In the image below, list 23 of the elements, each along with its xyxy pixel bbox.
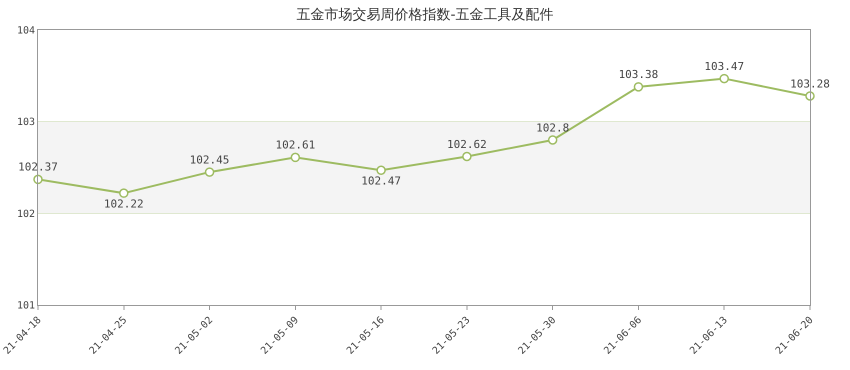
point <box>204 167 214 177</box>
chart-title: 五金市场交易周价格指数-五金工具及配件 <box>296 7 554 24</box>
y-tick-label: 104 <box>16 26 35 36</box>
data-label: 102.22 <box>104 197 144 210</box>
y-tick-label: 102 <box>16 208 35 220</box>
point <box>719 74 729 84</box>
point <box>376 166 386 175</box>
point <box>119 188 129 198</box>
data-label: 102.61 <box>275 138 316 152</box>
data-label: 102.37 <box>18 160 58 174</box>
data-label: 103.28 <box>790 77 830 90</box>
y-tick-label: 101 <box>16 300 35 312</box>
point <box>462 152 472 162</box>
point <box>290 152 300 162</box>
data-label: 102.8 <box>536 121 570 134</box>
data-label: 103.47 <box>704 60 744 73</box>
data-label: 102.47 <box>361 174 401 188</box>
y-tick-label: 103 <box>16 117 35 128</box>
data-label: 102.62 <box>447 138 487 151</box>
data-label: 102.45 <box>190 153 230 166</box>
point <box>548 135 558 145</box>
data-label: 103.38 <box>618 68 658 82</box>
point <box>634 82 644 92</box>
